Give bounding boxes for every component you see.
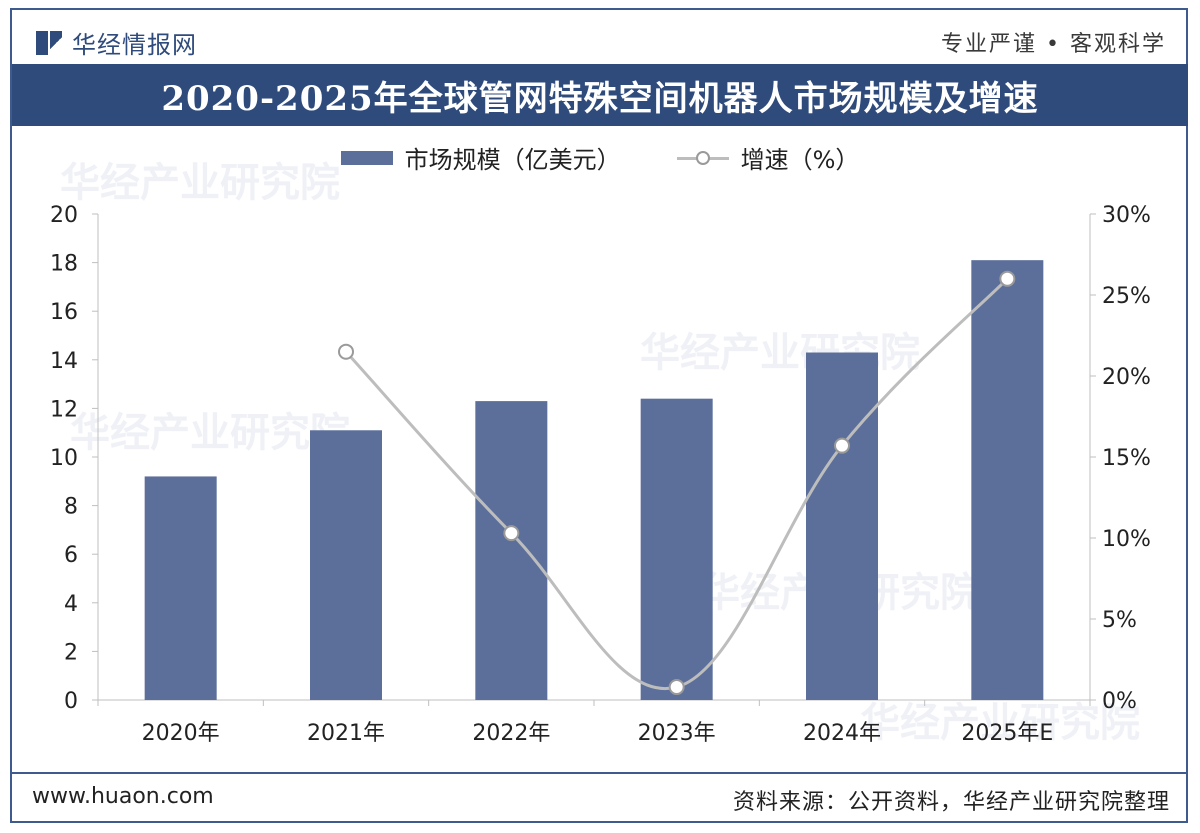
header-bar: 华经情报网 专业严谨 • 客观科学 — [12, 12, 1188, 62]
title-bar: 2020-2025年全球管网特殊空间机器人市场规模及增速 — [12, 64, 1188, 126]
chart-legend: 市场规模（亿美元） 增速（%） — [0, 140, 1200, 175]
x-tick-label: 2023年 — [638, 721, 716, 746]
brand-logo: 华经情报网 — [36, 25, 197, 60]
right-tick-label: 25% — [1102, 284, 1151, 309]
right-tick-label: 0% — [1102, 689, 1137, 714]
left-tick-label: 14 — [50, 349, 78, 374]
slogan: 专业严谨 • 客观科学 — [941, 32, 1166, 57]
legend-label-market-size: 市场规模（亿美元） — [404, 146, 621, 174]
bar-market-size — [310, 430, 382, 700]
right-tick-label: 5% — [1102, 608, 1137, 633]
bar-market-size — [640, 398, 713, 700]
chart-title: 2020-2025年全球管网特殊空间机器人市场规模及增速 — [161, 78, 1039, 119]
right-tick-label: 15% — [1102, 446, 1151, 471]
left-tick-label: 10 — [50, 446, 78, 471]
brand-name: 华经情报网 — [72, 31, 197, 59]
growth-point — [999, 270, 1016, 287]
x-tick-label: 2020年 — [142, 721, 220, 746]
legend-bar-swatch — [340, 150, 393, 165]
x-tick-label: 2021年 — [307, 721, 385, 746]
left-tick-label: 0 — [64, 689, 78, 714]
legend-label-growth: 增速（%） — [740, 146, 860, 174]
watermark-5: 华经产业研究院 — [860, 700, 1140, 746]
bar-market-size — [971, 260, 1044, 700]
left-tick-label: 4 — [64, 592, 78, 617]
bar-market-size — [806, 352, 878, 700]
x-tick-label: 2025年E — [961, 721, 1053, 746]
x-tick-label: 2024年 — [803, 721, 881, 746]
bar-market-size — [144, 476, 217, 700]
left-tick-label: 20 — [50, 203, 78, 228]
legend-line-swatch — [676, 150, 729, 165]
left-tick-label: 2 — [64, 640, 78, 665]
x-tick-label: 2022年 — [472, 721, 550, 746]
footer-divider — [12, 772, 1188, 774]
left-tick-label: 8 — [64, 495, 78, 520]
left-tick-label: 12 — [50, 397, 78, 422]
growth-point — [834, 437, 850, 454]
footer-source: 资料来源：公开资料，华经产业研究院整理 — [732, 790, 1170, 815]
legend-item-growth: 增速（%） — [676, 140, 860, 175]
footer-website: www.huaon.com — [32, 784, 214, 809]
left-tick-label: 18 — [50, 252, 78, 277]
right-tick-label: 20% — [1102, 365, 1151, 390]
left-tick-label: 6 — [64, 543, 78, 568]
left-tick-label: 16 — [50, 300, 78, 325]
watermark-1: 华经产业研究院 — [60, 160, 340, 206]
right-tick-label: 30% — [1102, 203, 1151, 228]
growth-point — [503, 525, 520, 542]
right-tick-label: 10% — [1102, 527, 1151, 552]
logo-icon — [36, 30, 62, 55]
growth-point — [338, 343, 354, 360]
watermark-3: 华经产业研究院 — [70, 410, 350, 456]
bar-market-size — [475, 401, 548, 700]
growth-point — [668, 679, 685, 696]
legend-item-market-size: 市场规模（亿美元） — [340, 140, 621, 175]
